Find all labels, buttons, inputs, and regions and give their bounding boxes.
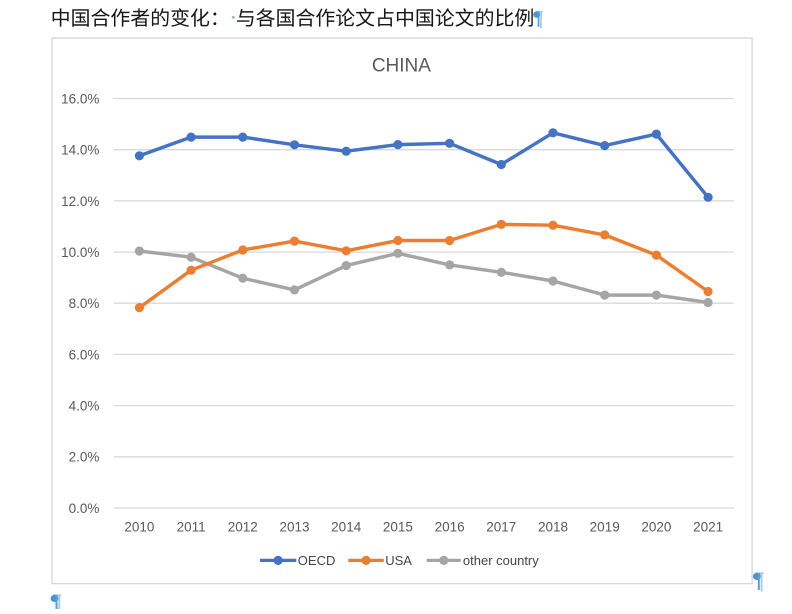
svg-text:6.0%: 6.0%	[69, 347, 100, 362]
svg-text:2013: 2013	[279, 520, 309, 535]
svg-text:2011: 2011	[177, 520, 206, 535]
svg-text:other country: other country	[463, 553, 539, 568]
svg-text:16.0%: 16.0%	[61, 91, 99, 106]
svg-text:USA: USA	[385, 553, 412, 568]
svg-text:8.0%: 8.0%	[69, 296, 100, 311]
svg-text:2021: 2021	[693, 520, 723, 535]
svg-text:12.0%: 12.0%	[61, 194, 99, 209]
svg-text:2016: 2016	[435, 520, 465, 535]
svg-text:2020: 2020	[641, 520, 671, 535]
svg-text:2017: 2017	[486, 520, 516, 535]
svg-text:2.0%: 2.0%	[69, 450, 100, 465]
svg-text:2019: 2019	[590, 520, 620, 535]
svg-text:2010: 2010	[124, 520, 154, 535]
svg-text:10.0%: 10.0%	[61, 245, 99, 260]
svg-text:CHINA: CHINA	[372, 56, 431, 77]
svg-text:2014: 2014	[331, 520, 362, 535]
svg-text:0.0%: 0.0%	[69, 501, 100, 516]
svg-text:2018: 2018	[538, 520, 568, 535]
svg-text:2015: 2015	[383, 520, 413, 535]
svg-text:14.0%: 14.0%	[61, 143, 99, 158]
svg-text:OECD: OECD	[298, 553, 336, 568]
svg-text:4.0%: 4.0%	[69, 399, 100, 414]
svg-text:2012: 2012	[228, 520, 258, 535]
